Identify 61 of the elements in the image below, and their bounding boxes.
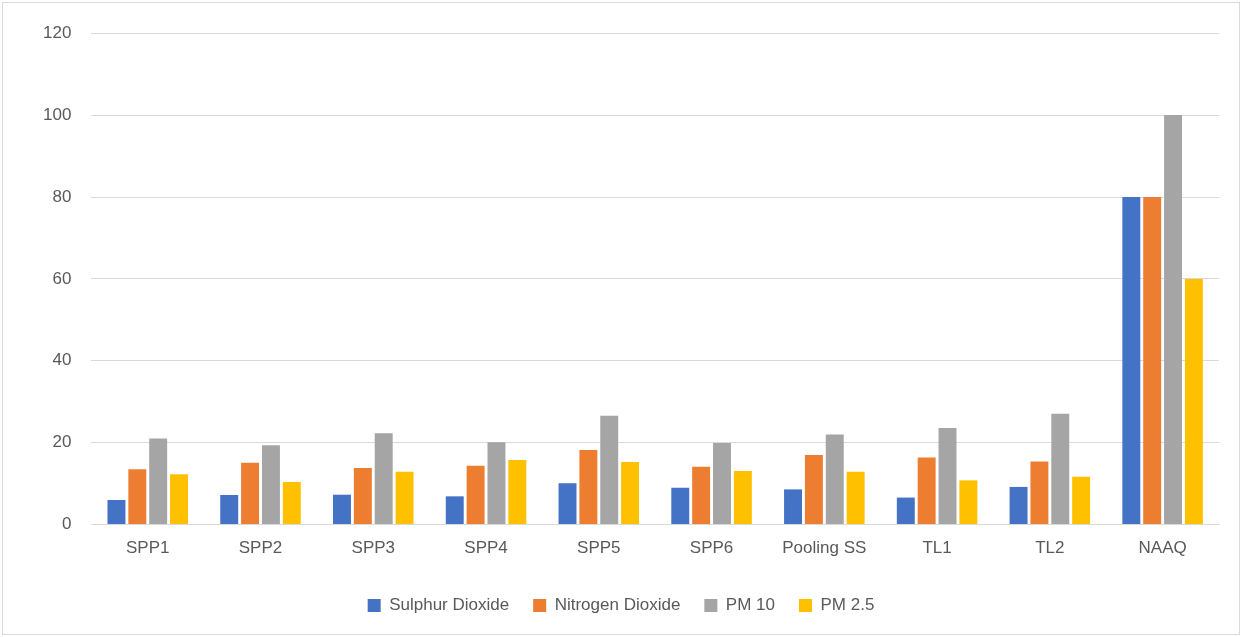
x-tick-label: SPP6: [689, 538, 734, 558]
bar: [896, 497, 915, 525]
bar: [1184, 278, 1203, 525]
bar: [825, 434, 844, 525]
bar: [959, 480, 978, 525]
y-tick-label: 0: [61, 514, 72, 534]
bar: [220, 495, 239, 525]
bar: [261, 445, 280, 525]
bar: [846, 471, 865, 525]
bar: [917, 457, 936, 525]
bar: [107, 500, 126, 525]
bar: [1143, 197, 1162, 525]
bar: [579, 450, 598, 525]
y-tick-label: 100: [42, 104, 72, 124]
bar: [395, 471, 414, 525]
x-tick-label: SPP1: [126, 538, 170, 558]
bar: [621, 461, 640, 525]
y-tick-label: 20: [52, 432, 72, 452]
x-tick-label: NAAQ: [1138, 538, 1187, 558]
x-tick-label: TL2: [1035, 538, 1065, 558]
bar: [1051, 413, 1070, 525]
bar: [282, 482, 301, 525]
y-tick-label: 40: [52, 350, 72, 370]
bar: [1030, 461, 1049, 525]
bar: [938, 427, 957, 525]
bar: [1122, 197, 1141, 525]
y-tick-label: 120: [42, 22, 72, 42]
bar: [558, 483, 577, 525]
bar: [692, 466, 711, 525]
bar: [487, 442, 506, 525]
bar: [445, 496, 464, 525]
bar: [466, 465, 485, 525]
bar: [804, 454, 823, 525]
bar: [508, 459, 527, 525]
bar: [1072, 476, 1091, 525]
bar: [333, 494, 351, 525]
bar: [353, 468, 372, 525]
bar: [170, 474, 189, 525]
bar: [784, 489, 803, 525]
x-tick-label: TL1: [922, 538, 952, 558]
bar: [600, 415, 619, 525]
x-tick-label: Pooling SS: [782, 538, 867, 558]
bar: [149, 438, 168, 525]
bar: [241, 462, 260, 525]
legend-label: PM 10: [725, 595, 775, 615]
x-tick-label: SPP4: [464, 538, 508, 558]
x-tick-label: SPP5: [577, 538, 621, 558]
bar: [671, 487, 690, 525]
bar: [374, 433, 393, 525]
y-tick-label: 60: [52, 268, 72, 288]
bar: [1164, 115, 1183, 525]
bar: [128, 469, 147, 525]
legend-label: Nitrogen Dioxide: [554, 595, 681, 615]
x-tick-label: SPP2: [238, 538, 283, 558]
legend-label: Sulphur Dioxide: [389, 595, 510, 615]
x-tick-label: SPP3: [351, 538, 396, 558]
bar: [713, 443, 731, 525]
bar: [733, 470, 752, 525]
bar: [1009, 486, 1028, 525]
legend-label: PM 2.5: [820, 595, 875, 615]
y-tick-label: 80: [52, 186, 72, 206]
